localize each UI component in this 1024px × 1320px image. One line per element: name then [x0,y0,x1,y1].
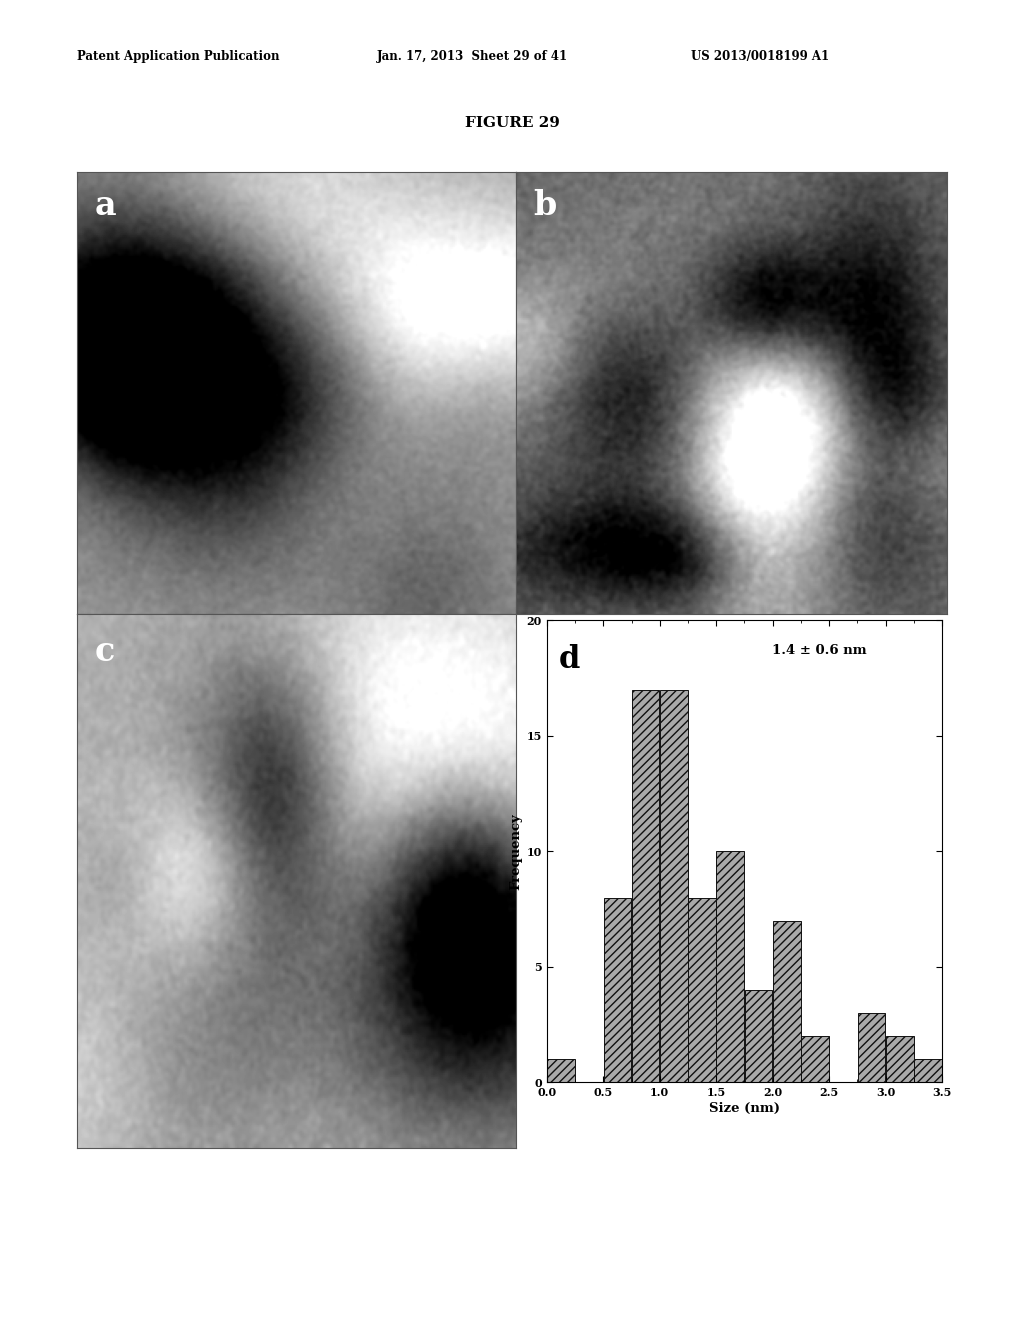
Text: c: c [94,635,115,668]
Bar [660,689,688,1082]
Text: a: a [94,189,116,222]
Text: US 2013/0018199 A1: US 2013/0018199 A1 [691,50,829,63]
X-axis label: Size (nm): Size (nm) [709,1102,780,1115]
Bar [688,898,716,1082]
Bar [603,898,631,1082]
Text: b: b [534,189,557,222]
Bar [717,851,744,1082]
Bar [773,921,801,1082]
Bar [547,1059,574,1082]
Text: Patent Application Publication: Patent Application Publication [77,50,280,63]
Bar [632,689,659,1082]
Bar [744,990,772,1082]
Bar [801,1036,828,1082]
Text: d: d [559,644,580,675]
Bar [886,1036,913,1082]
Text: FIGURE 29: FIGURE 29 [465,116,559,131]
Text: 1.4 ± 0.6 nm: 1.4 ± 0.6 nm [772,644,866,656]
Y-axis label: Frequency: Frequency [509,813,522,890]
Bar [914,1059,942,1082]
Bar [858,1014,886,1082]
Text: Jan. 17, 2013  Sheet 29 of 41: Jan. 17, 2013 Sheet 29 of 41 [377,50,568,63]
